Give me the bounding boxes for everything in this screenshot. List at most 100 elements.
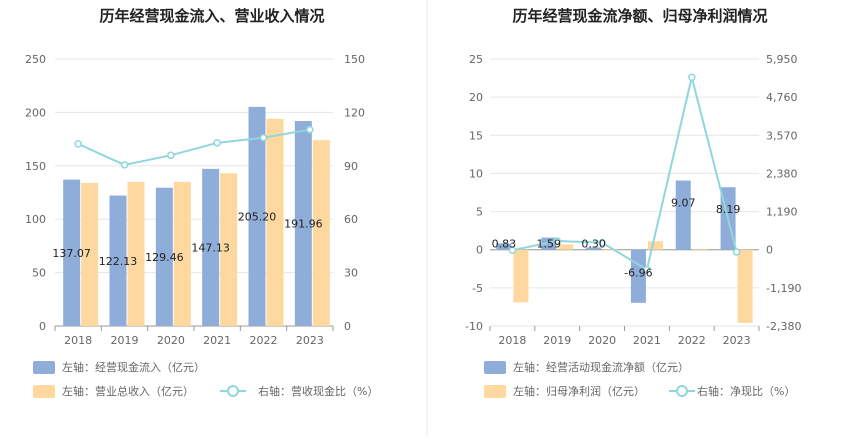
- x-axis-tick-label: 2020: [157, 334, 185, 347]
- left-axis-tick-label: -10: [465, 320, 483, 333]
- legend-swatch: [484, 361, 506, 374]
- left-axis-tick-label: 100: [25, 213, 46, 226]
- line-point: [553, 237, 561, 245]
- bar-data-label: 0.30: [581, 238, 606, 251]
- bar-secondary: [647, 241, 663, 250]
- bar-data-label: 9.07: [671, 197, 696, 210]
- right-axis-tick-label: 0: [766, 244, 773, 257]
- left-axis-tick-label: 0: [476, 244, 483, 257]
- left-axis-tick-label: 15: [469, 129, 483, 142]
- bar-primary: [586, 247, 602, 250]
- line-point: [167, 151, 175, 160]
- bar-secondary: [737, 249, 753, 323]
- legend-line-marker: [227, 385, 239, 397]
- right-axis-tick-label: 0: [344, 320, 351, 333]
- bar-secondary: [266, 118, 284, 326]
- legend-label: 左轴：营业总收入（亿元）: [62, 384, 194, 398]
- x-axis-tick-label: 2022: [250, 334, 278, 347]
- bar-data-label: -6.96: [624, 267, 652, 280]
- left-axis-tick-label: 20: [469, 91, 483, 104]
- left-axis-tick-label: 5: [476, 206, 483, 219]
- line-series: [77, 128, 311, 166]
- right-axis-tick-label: -2,380: [766, 320, 801, 333]
- left-axis-tick-label: 150: [25, 160, 46, 173]
- bar-secondary: [127, 181, 145, 326]
- chart-title: 历年经营现金流净额、归母净利润情况: [512, 7, 767, 25]
- bar-primary: [248, 106, 266, 326]
- bar-data-label: 8.19: [716, 203, 741, 216]
- bar-primary: [294, 120, 312, 326]
- x-axis-tick-label: 2019: [543, 334, 571, 347]
- line-point: [598, 238, 606, 247]
- left-axis-tick-label: 10: [469, 167, 483, 180]
- x-axis-tick-label: 2023: [723, 334, 751, 347]
- bar-secondary: [220, 173, 238, 326]
- right-axis-tick-label: 90: [344, 160, 358, 173]
- right-axis-tick-label: 5,950: [766, 53, 798, 66]
- left-axis-tick-label: -5: [472, 282, 483, 295]
- bar-primary: [675, 180, 691, 250]
- right-axis-tick-label: 150: [344, 53, 365, 66]
- right-axis-tick-label: 4,760: [766, 91, 798, 104]
- bar-primary: [109, 195, 127, 326]
- right-axis-tick-label: -1,190: [766, 282, 801, 295]
- x-axis-tick-label: 2018: [498, 334, 526, 347]
- left-axis-tick-label: 200: [25, 106, 46, 119]
- right-axis-tick-label: 1,190: [766, 206, 798, 219]
- bar-secondary: [603, 249, 619, 251]
- bar-primary: [63, 179, 81, 326]
- bar-data-label: 1.59: [537, 238, 562, 251]
- right-axis-tick-label: 60: [344, 213, 358, 226]
- right-axis-tick-label: 3,570: [766, 129, 798, 142]
- bar-data-label: 0.83: [492, 238, 517, 251]
- left-axis-tick-label: 25: [469, 53, 483, 66]
- legend-swatch: [484, 385, 506, 398]
- bar-secondary: [513, 249, 529, 303]
- left-axis-tick-label: 50: [32, 267, 46, 280]
- line-point: [259, 133, 268, 142]
- chart-panel-net-cashflow-profit: 历年经营现金流净额、归母净利润情况 -10 -5 0 5 10 15 20 25 -2,380 -1…: [465, 7, 801, 398]
- bar-primary: [155, 187, 173, 326]
- legend-label: 左轴：经营现金流入（亿元）: [62, 360, 205, 374]
- left-axis-tick-label: 250: [25, 53, 46, 66]
- x-axis-tick-label: 2020: [588, 334, 616, 347]
- bar-primary: [496, 243, 512, 250]
- right-axis-tick-label: 30: [344, 267, 358, 280]
- line-point: [688, 73, 696, 82]
- bar-data-label: 205.20: [238, 210, 277, 223]
- bar-data-label: 137.07: [52, 247, 91, 260]
- x-axis-tick-label: 2022: [678, 334, 706, 347]
- bar-secondary: [81, 182, 99, 326]
- legend-line-marker: [676, 385, 688, 397]
- line-point: [643, 265, 651, 274]
- line-point: [508, 246, 517, 254]
- bar-data-label: 191.96: [284, 217, 323, 230]
- chart-title: 历年经营现金流入、营业收入情况: [99, 7, 324, 25]
- legend-label: 右轴：净现比（%）: [697, 384, 795, 398]
- bar-secondary: [312, 140, 330, 326]
- line-series: [512, 77, 738, 272]
- bar-secondary: [173, 181, 191, 326]
- x-axis-tick-label: 2023: [296, 334, 324, 347]
- line-point: [213, 139, 221, 147]
- line-point: [74, 140, 82, 148]
- bar-secondary: [558, 244, 574, 250]
- line-point: [306, 125, 314, 134]
- chart-panel-cash-inflow-revenue: 历年经营现金流入、营业收入情况 0 50 100 150 200 250 0 30 60 90 120…: [25, 7, 378, 398]
- right-axis-tick-label: 2,380: [766, 167, 798, 180]
- bar-primary: [202, 168, 220, 326]
- line-point: [120, 161, 129, 169]
- x-axis-tick-label: 2019: [111, 334, 139, 347]
- left-axis-tick-label: 0: [39, 320, 46, 333]
- bar-data-label: 122.13: [99, 255, 138, 268]
- line-point: [732, 248, 741, 256]
- legend-label: 右轴：营收现金比（%）: [258, 384, 378, 398]
- legend-swatch: [33, 361, 55, 374]
- bar-data-label: 147.13: [191, 241, 230, 254]
- legend-swatch: [33, 385, 55, 398]
- x-axis-tick-label: 2021: [633, 334, 661, 347]
- legend-label: 左轴：经营活动现金流净额（亿元）: [513, 360, 689, 374]
- x-axis-tick-label: 2018: [64, 334, 92, 347]
- legend-label: 左轴：归母净利润（亿元）: [513, 384, 645, 398]
